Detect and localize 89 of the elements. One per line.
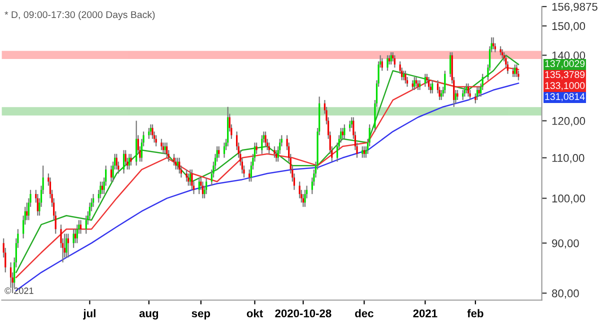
candlestick bbox=[275, 150, 278, 162]
candlestick bbox=[390, 52, 392, 66]
candlestick bbox=[304, 189, 306, 208]
candlestick bbox=[66, 233, 68, 258]
candlestick bbox=[175, 157, 177, 170]
chart-title: * D, 09:00-17:30 (2000 Days Back) bbox=[4, 10, 155, 20]
candlestick bbox=[202, 181, 204, 199]
candlestick bbox=[512, 67, 514, 78]
candlestick bbox=[101, 181, 104, 195]
candlestick bbox=[206, 176, 208, 195]
candlestick bbox=[198, 176, 200, 195]
candlestick bbox=[516, 64, 518, 78]
candlestick bbox=[404, 70, 406, 84]
candlestick bbox=[189, 168, 191, 186]
x-tick-label: 2020-10-28 bbox=[275, 309, 332, 318]
candlestick bbox=[76, 224, 78, 244]
candlestick bbox=[116, 153, 118, 170]
candlestick bbox=[100, 181, 102, 199]
candlestick bbox=[476, 86, 478, 101]
candlestick bbox=[110, 165, 112, 182]
candlestick bbox=[188, 172, 190, 186]
candlestick bbox=[152, 124, 154, 140]
candlestick bbox=[191, 168, 193, 190]
candlestick bbox=[298, 181, 300, 199]
candlestick bbox=[122, 150, 125, 174]
candlestick bbox=[478, 86, 480, 98]
candlestick bbox=[186, 168, 188, 182]
candlestick bbox=[500, 46, 502, 56]
candlestick bbox=[414, 76, 416, 91]
y-tick-label: 110,00 bbox=[552, 154, 584, 164]
y-tick-label: 156,9875 bbox=[552, 2, 598, 12]
candlestick bbox=[80, 220, 82, 234]
x-tick-label: sep bbox=[192, 311, 210, 320]
candlestick bbox=[130, 153, 132, 166]
candlestick bbox=[150, 124, 152, 136]
candlestick bbox=[417, 80, 419, 91]
x-tick-label: jul bbox=[83, 309, 96, 320]
candlestick bbox=[264, 130, 266, 147]
x-tick-label: okt bbox=[246, 309, 263, 318]
candlestick bbox=[128, 153, 130, 170]
x-tick-label: 2021 bbox=[413, 309, 438, 318]
candlestick bbox=[467, 82, 470, 98]
y-tick-label: 80,00 bbox=[552, 289, 579, 299]
candlestick bbox=[424, 73, 426, 88]
x-tick-label: feb bbox=[467, 309, 484, 318]
candlestick bbox=[464, 86, 466, 98]
candlestick bbox=[223, 142, 226, 158]
candlestick bbox=[164, 142, 166, 154]
candlestick bbox=[412, 80, 414, 91]
candlestick bbox=[72, 228, 74, 248]
annotation: 131,0814 bbox=[545, 93, 585, 102]
candlestick bbox=[432, 80, 434, 94]
y-tick-label: 150,00 bbox=[552, 22, 586, 32]
annotation: 135,3789 bbox=[545, 71, 585, 80]
y-tick-label: 120,00 bbox=[552, 117, 586, 126]
candlestick bbox=[363, 146, 365, 158]
x-tick-label: aug bbox=[139, 311, 158, 320]
candlestick bbox=[26, 202, 28, 221]
candlestick bbox=[349, 120, 351, 132]
candlestick bbox=[456, 89, 458, 101]
candlestick bbox=[514, 64, 516, 78]
annotation: © 2021 bbox=[4, 288, 34, 294]
candlestick bbox=[85, 215, 87, 234]
candlestick bbox=[394, 54, 396, 68]
candlestick bbox=[261, 134, 263, 154]
candlestick bbox=[428, 76, 430, 91]
candlestick bbox=[218, 146, 220, 158]
candlestick bbox=[74, 228, 76, 244]
y-tick-label: 90,00 bbox=[552, 239, 579, 249]
candlestick bbox=[160, 138, 162, 151]
candlestick bbox=[381, 58, 383, 72]
candlestick bbox=[344, 124, 346, 140]
candlestick bbox=[419, 80, 421, 91]
candlestick bbox=[274, 146, 276, 158]
candlestick bbox=[136, 120, 138, 166]
candlestick bbox=[166, 142, 168, 158]
y-tick-label: 100,00 bbox=[552, 194, 586, 204]
x-tick-label: dec bbox=[355, 309, 374, 318]
candlestick bbox=[67, 233, 69, 258]
candlestick bbox=[386, 54, 388, 72]
candlestick bbox=[466, 82, 468, 94]
candlestick bbox=[176, 157, 178, 170]
candlestick bbox=[502, 48, 504, 59]
candlestick bbox=[362, 146, 364, 158]
candlestick bbox=[444, 70, 446, 94]
annotation: 137,0029 bbox=[545, 60, 585, 68]
annotation: 133,1000 bbox=[545, 82, 585, 90]
candlestick bbox=[173, 153, 175, 166]
candlestick bbox=[178, 157, 180, 174]
